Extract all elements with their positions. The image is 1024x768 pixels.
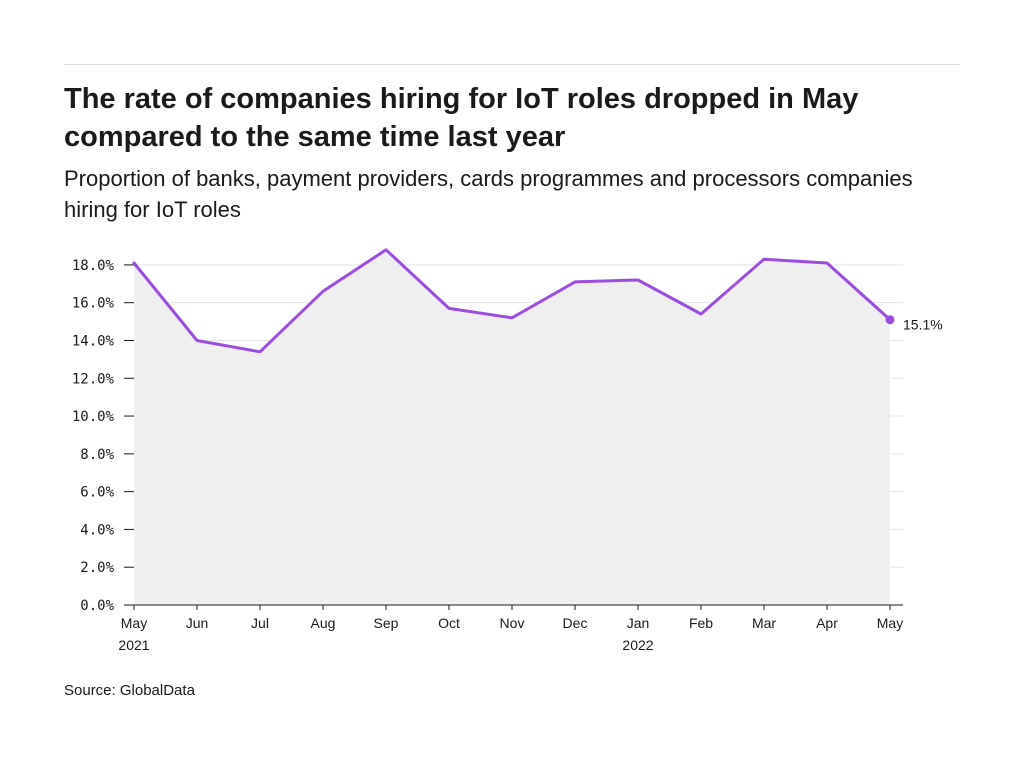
x-tick-label: Apr <box>816 615 838 631</box>
x-tick-year-label: 2021 <box>118 637 149 653</box>
x-axis-ticks: May 2021 Jun Jul Aug Sep Oct Nov Dec Jan 2022 Feb Ma… <box>118 605 903 653</box>
x-tick-label: Nov <box>500 615 525 631</box>
x-tick-label: May <box>121 615 147 631</box>
chart-title: The rate of companies hiring for IoT rol… <box>64 83 859 153</box>
x-tick-year-label: 2022 <box>622 637 653 653</box>
source-note: Source: GlobalData <box>64 682 195 699</box>
series-line <box>132 248 892 354</box>
y-tick-label: 6.0% <box>80 485 114 501</box>
area-fill <box>134 249 890 606</box>
y-tick-label: 16.0% <box>72 296 115 312</box>
x-tick-label: Sep <box>374 615 399 631</box>
x-tick-label: Mar <box>752 615 776 631</box>
y-tick-label: 8.0% <box>80 447 114 463</box>
x-tick-label: Feb <box>689 615 713 631</box>
data-points <box>885 315 895 325</box>
top-divider <box>64 64 960 65</box>
y-tick-label: 14.0% <box>72 333 115 349</box>
y-tick-label: 2.0% <box>80 560 114 576</box>
x-tick-label: Jul <box>251 615 269 631</box>
y-tick-label: 12.0% <box>72 371 115 387</box>
y-tick-label: 18.0% <box>72 258 115 274</box>
x-tick-label: Aug <box>311 615 336 631</box>
end-value-label: 15.1% <box>903 317 943 333</box>
y-tick-label: 10.0% <box>72 409 115 425</box>
y-tick-label: 4.0% <box>80 522 114 538</box>
y-axis-ticks: 0.0% 2.0% 4.0% 6.0% 8.0% 10.0% 12.0% 14.0% 16.0%… <box>72 258 134 614</box>
x-tick-label: Dec <box>563 615 588 631</box>
x-tick-label: Jun <box>186 615 209 631</box>
y-tick-label: 0.0% <box>80 598 114 614</box>
x-tick-label: Oct <box>438 615 460 631</box>
chart-subtitle: Proportion of banks, payment providers, … <box>64 166 913 222</box>
x-tick-label: Jan <box>627 615 650 631</box>
end-point-marker <box>885 315 895 325</box>
x-tick-label: May <box>877 615 903 631</box>
